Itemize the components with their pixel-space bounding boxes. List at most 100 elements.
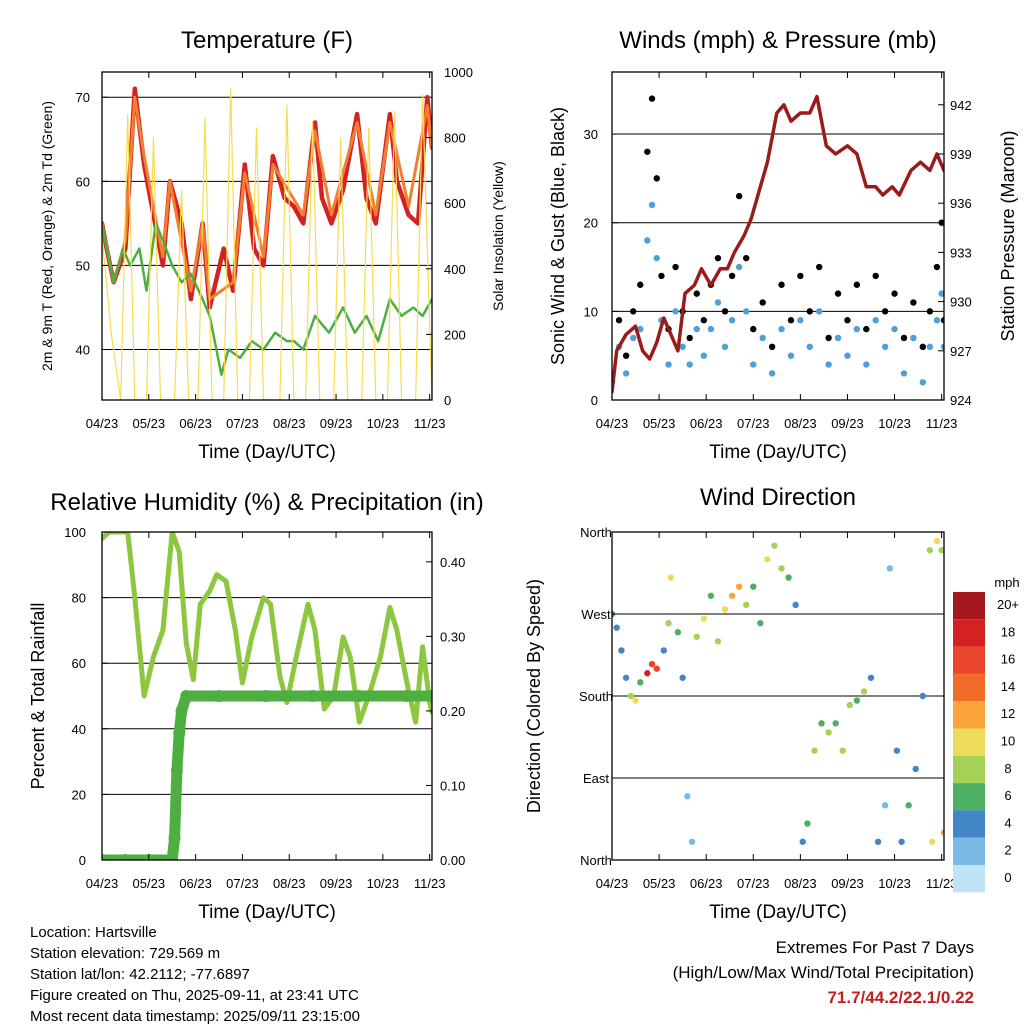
panel2-series-wind-point: [910, 334, 917, 342]
panel2-series-wind-point: [644, 237, 651, 244]
panel2-series-wind-point: [653, 254, 660, 262]
panel1-ytick-label: 50: [76, 258, 90, 273]
panel3-xtick-label: 07/23: [226, 876, 259, 891]
panel1-xlabel: Time (Day/UTC): [198, 442, 336, 463]
panel4-xtick-label: 09/23: [831, 876, 864, 891]
panel4-direction-point: [893, 747, 901, 754]
panel3-series-precipitation-point: [166, 854, 179, 860]
panel3-ytick-right-label: 0.30: [440, 629, 465, 644]
panel2-series-gust-point: [891, 290, 898, 297]
panel4-ytick-label: East: [583, 771, 609, 786]
panel1-xtick-label: 07/23: [226, 416, 259, 431]
panel2-ytick-right-label: 927: [950, 344, 972, 359]
panel2-series-gust-point: [644, 148, 651, 155]
panel2-series-gust-point: [881, 308, 889, 315]
panel2-ytick-label: 20: [584, 216, 598, 231]
panel2-series-wind-point: [825, 361, 832, 368]
panel4-direction-point: [660, 647, 668, 654]
panel4-xtick-label: 04/23: [596, 876, 629, 891]
legend-label: 12: [1001, 706, 1015, 721]
legend-label: 16: [1001, 652, 1015, 667]
panel2-series-gust-point: [714, 254, 722, 262]
panel2-xtick-label: 11/23: [926, 416, 958, 431]
panel3-series-precipitation-point: [173, 727, 186, 740]
panel2-ytick-right-label: 939: [950, 147, 972, 162]
panel2-series-wind-point: [816, 308, 823, 315]
panel2-series-gust-point: [693, 290, 700, 297]
panel2-series-wind-point: [919, 379, 927, 386]
panel3-series-precipitation-point: [102, 854, 108, 860]
panel2-series-wind-point: [679, 343, 686, 351]
panel1-ylabel: 2m & 9m T (Red, Orange) & 2m Td (Green): [39, 101, 55, 371]
panel3-ytick-label: 80: [72, 591, 86, 606]
panel2-series-wind-point: [844, 352, 851, 359]
panel2-series-wind-point: [938, 290, 944, 297]
panel2-xtick-label: 06/23: [690, 416, 723, 431]
panel4-direction-point: [778, 565, 785, 572]
panel2-series-wind-point: [622, 370, 630, 377]
panel4-direction-point: [929, 838, 936, 845]
panel4-direction-point: [707, 592, 715, 599]
panel2-xtick-label: 10/23: [878, 416, 911, 431]
legend-swatch: [953, 646, 985, 674]
panel2-series-wind-point: [707, 325, 715, 333]
panel2-xtick-label: 07/23: [737, 416, 770, 431]
panel1-xtick-label: 05/23: [133, 416, 166, 431]
panel3-ytick-label: 60: [72, 656, 86, 671]
panel4-direction-point: [785, 574, 792, 581]
panel2-series-wind-point: [926, 343, 934, 351]
panel4-direction-point: [912, 765, 919, 773]
panel1-xtick-label: 08/23: [273, 416, 306, 431]
panel2-series-gust-point: [721, 308, 729, 315]
panel2-series-gust-point: [940, 317, 944, 324]
panel2-series-wind-point: [940, 343, 944, 351]
panel2-series-gust-point: [933, 263, 941, 271]
panel3-series-precipitation-point: [170, 764, 183, 777]
panel4-xtick-label: 11/23: [926, 876, 958, 891]
panel4-direction-point: [721, 606, 729, 613]
panel2-series-wind-point: [759, 334, 766, 342]
legend-unit: mph: [994, 575, 1019, 590]
panel3-series-precipitation-point: [180, 690, 193, 702]
panel2-series-gust-point: [653, 175, 660, 182]
panel4-direction-point: [743, 601, 750, 609]
legend-label: 10: [1001, 734, 1015, 749]
panel2-title: Winds (mph) & Pressure (mb): [619, 27, 936, 54]
panel3-xtick-label: 10/23: [367, 876, 400, 891]
panel2-ylabel-right: Station Pressure (Maroon): [998, 130, 1018, 341]
legend-swatch: [953, 783, 985, 811]
panel2-series-gust-point: [853, 281, 861, 288]
panel4-xtick-label: 05/23: [643, 876, 676, 891]
panel4-direction-point: [926, 547, 934, 554]
panel2-series-gust-point: [629, 308, 637, 315]
panel4-direction-point: [832, 720, 839, 727]
legend-swatch: [953, 810, 985, 838]
panel4-xtick-label: 07/23: [737, 876, 770, 891]
panel4-direction-point: [905, 802, 912, 809]
panel2-series-wind-point: [700, 352, 708, 359]
panel3-ytick-label: 100: [64, 525, 86, 540]
panel2-series-gust-point: [735, 192, 743, 200]
legend-swatch: [953, 701, 985, 729]
panel3-series-precipitation-point: [259, 690, 272, 702]
panel4-direction-point: [622, 674, 630, 681]
panel3-xtick-label: 09/23: [320, 876, 353, 891]
panel2-series-wind-point: [900, 370, 908, 377]
station-info: Location: Hartsville Station elevation: …: [30, 922, 360, 1027]
panel2-ytick-right-label: 942: [950, 98, 972, 113]
panel4-direction-point: [938, 547, 944, 554]
panel2-series-gust-point: [806, 308, 813, 315]
panel2-series-wind-point: [637, 325, 644, 333]
panel3-xtick-label: 04/23: [86, 876, 119, 891]
panel3-xtick-label: 11/23: [414, 876, 446, 891]
legend-swatch: [953, 619, 985, 647]
legend-swatch: [953, 673, 985, 702]
panel2-series-gust-point: [910, 299, 917, 306]
panel1-ytick-label: 70: [76, 90, 90, 105]
panel1-xtick-label: 11/23: [414, 416, 446, 431]
panel4-direction-point: [764, 556, 771, 563]
panel2-series-wind-point: [787, 352, 795, 359]
panel4-direction-point: [653, 665, 660, 672]
panel2-series-gust-point: [768, 343, 776, 351]
panel2-series-wind-point: [629, 334, 637, 342]
